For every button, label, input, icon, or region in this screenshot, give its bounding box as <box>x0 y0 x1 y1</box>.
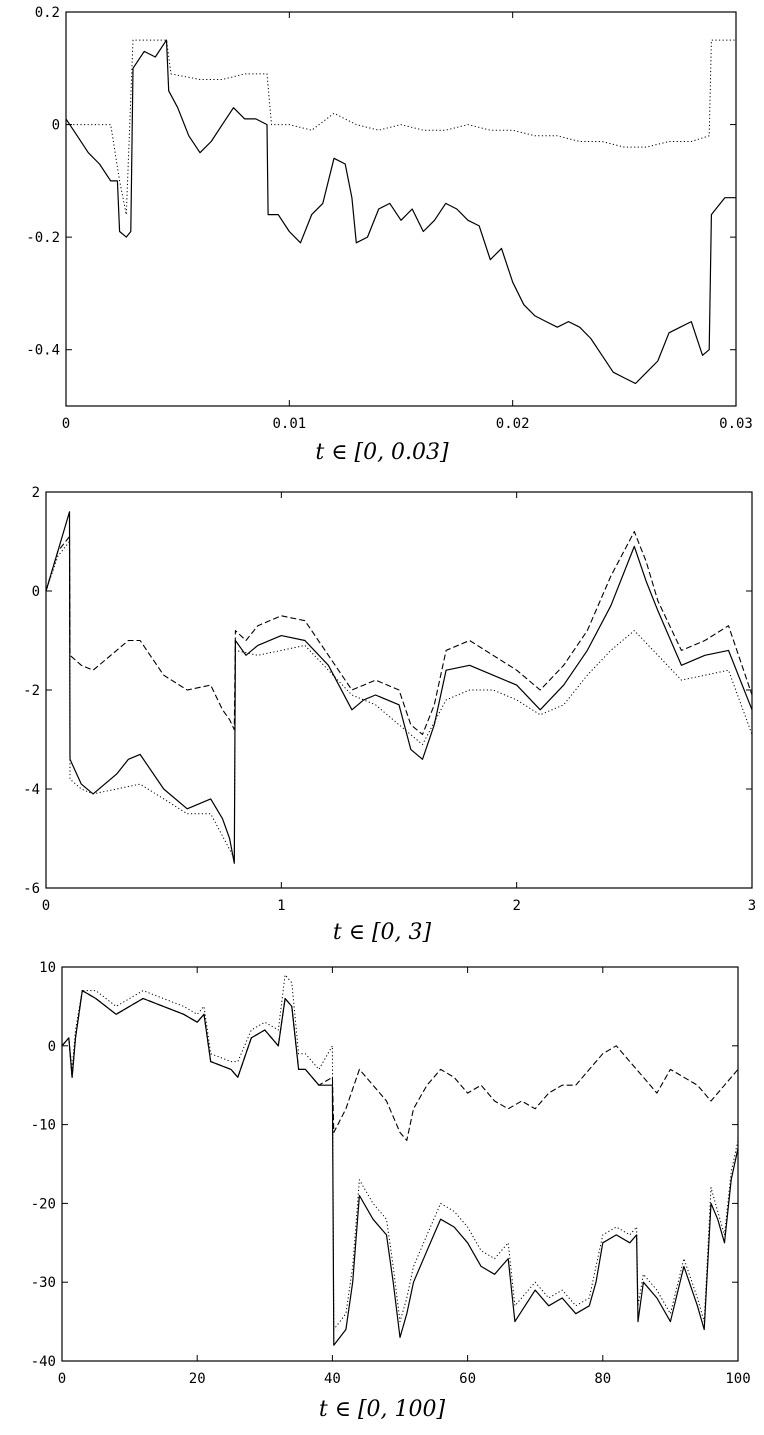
y-tick-label: -20 <box>31 1196 56 1212</box>
chart-panel-2: 0 1 2 3 2 0 -2 -4 -6 t ∈ [0, 3] <box>0 478 764 956</box>
x-tick-label: 0.03 <box>719 416 753 432</box>
chart-2: 0 1 2 3 2 0 -2 -4 -6 <box>23 485 756 914</box>
series-line-dotted <box>45 541 753 859</box>
chart-1: 0 0.01 0.02 0.03 0.2 0 -0.2 -0.4 <box>26 5 753 432</box>
y-tick-label: -4 <box>23 782 40 798</box>
x-axis-label: t ∈ [0, 0.03] <box>315 440 449 465</box>
y-tick-label: 0 <box>32 584 40 600</box>
y-tick-label: -30 <box>31 1275 56 1291</box>
series-line-dotted <box>61 974 739 1330</box>
x-tick-label: 0 <box>42 898 50 914</box>
x-tick-label: 0.01 <box>272 416 306 432</box>
y-tick-label: 0 <box>52 118 60 134</box>
chart-panel-3: 0 20 40 60 80 100 10 0 -10 -20 -30 -40 t ∈ [0, 100] <box>0 956 764 1435</box>
x-tick-label: 0.02 <box>496 416 530 432</box>
x-tick-label: 0 <box>58 1371 66 1387</box>
y-tick-label: 0.2 <box>35 5 60 21</box>
x-tick-label: 1 <box>277 898 285 914</box>
plot-frame <box>65 11 737 407</box>
x-tick-label: 60 <box>459 1371 476 1387</box>
plot-frame <box>61 966 739 1362</box>
series-line-solid <box>45 511 753 864</box>
y-tick-label: -2 <box>23 683 40 699</box>
y-tick-label: 0 <box>48 1039 56 1055</box>
x-axis-label: t ∈ [0, 3] <box>332 920 432 945</box>
x-tick-label: 0 <box>62 416 70 432</box>
x-tick-label: 100 <box>725 1371 750 1387</box>
y-tick-label: -6 <box>23 881 40 897</box>
x-axis-label: t ∈ [0, 100] <box>318 1397 446 1422</box>
y-tick-label: -0.4 <box>26 343 60 359</box>
x-tick-label: 40 <box>324 1371 341 1387</box>
series-line-dashed <box>61 990 739 1141</box>
x-tick-label: 80 <box>594 1371 611 1387</box>
y-tick-label: -10 <box>31 1118 56 1134</box>
x-tick-label: 20 <box>189 1371 206 1387</box>
y-tick-label: -0.2 <box>26 230 60 246</box>
chart-panel-1: 0 0.01 0.02 0.03 0.2 0 -0.2 -0.4 t ∈ [0, 0.03] <box>0 0 764 478</box>
x-tick-label: 3 <box>748 898 756 914</box>
y-tick-label: 10 <box>39 960 56 976</box>
y-tick-label: -40 <box>31 1354 56 1370</box>
series-line-solid <box>61 989 739 1346</box>
y-tick-label: 2 <box>32 485 40 501</box>
x-tick-label: 2 <box>512 898 520 914</box>
series-line-dashed <box>45 531 753 736</box>
series-line-solid <box>65 39 736 385</box>
series-line-dotted <box>66 39 736 216</box>
